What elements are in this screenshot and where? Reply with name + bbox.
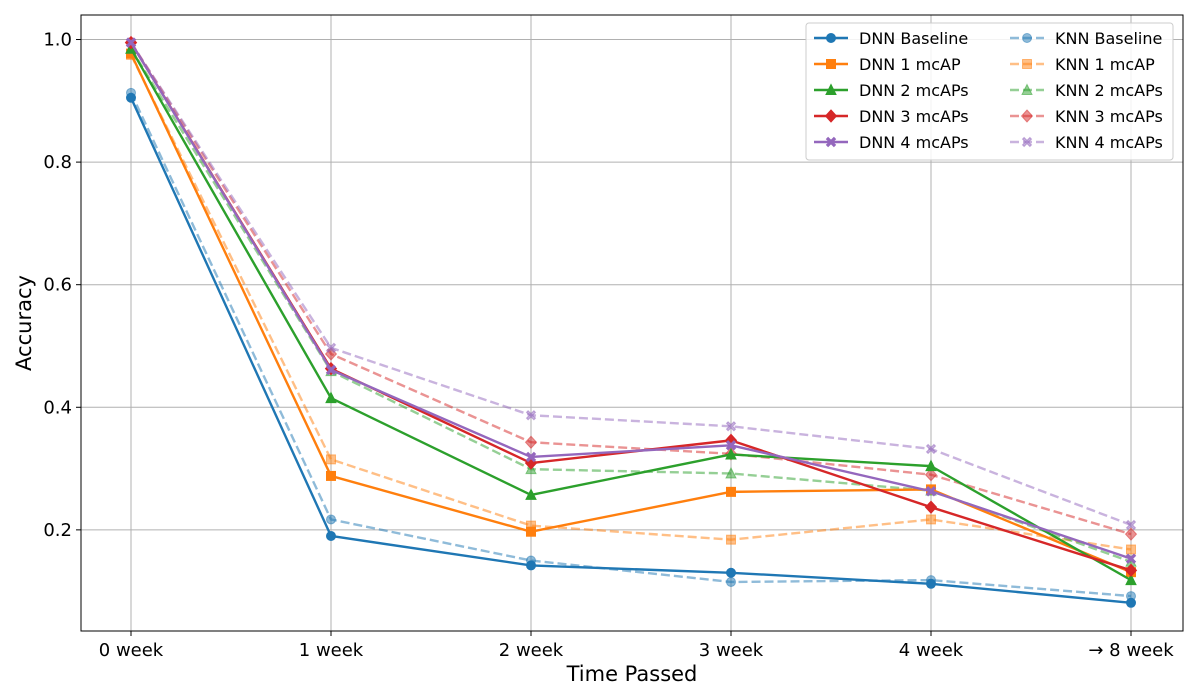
data-point bbox=[925, 459, 937, 472]
series-line bbox=[129, 92, 1132, 598]
y-tick-label: 0.8 bbox=[43, 152, 72, 173]
legend-marker bbox=[1020, 109, 1034, 123]
legend-item: KNN 1 mcAP bbox=[1010, 55, 1155, 74]
data-point bbox=[325, 364, 337, 376]
legend-label: KNN 4 mcAPs bbox=[1055, 133, 1163, 152]
data-point bbox=[1124, 527, 1138, 541]
data-point bbox=[726, 534, 736, 545]
data-point bbox=[125, 37, 137, 48]
x-tick-label: 3 week bbox=[699, 640, 764, 661]
data-point bbox=[525, 488, 537, 500]
y-tick-layer: 0.2 0.4 0.6 0.8 1.0 bbox=[43, 30, 81, 541]
series-dnn-4-mcaps bbox=[125, 37, 1137, 564]
legend-label: DNN 1 mcAP bbox=[859, 55, 961, 74]
data-point bbox=[725, 421, 737, 432]
plot-frame bbox=[80, 14, 1184, 632]
legend-label: KNN 1 mcAP bbox=[1055, 55, 1155, 74]
legend-item: KNN Baseline bbox=[1010, 29, 1162, 48]
y-tick-label: 0.2 bbox=[43, 520, 72, 541]
data-point bbox=[1126, 544, 1136, 555]
legend-marker bbox=[1021, 83, 1033, 95]
legend-marker bbox=[824, 109, 838, 123]
x-tick-label: 0 week bbox=[99, 640, 164, 661]
legend-marker bbox=[825, 83, 837, 95]
data-point bbox=[926, 514, 936, 525]
data-point bbox=[326, 530, 336, 541]
series-layer bbox=[124, 35, 1138, 608]
data-point bbox=[1125, 553, 1137, 564]
legend-item: DNN 1 mcAP bbox=[814, 55, 961, 74]
legend-label: DNN 3 mcAPs bbox=[859, 107, 969, 126]
series-line bbox=[129, 48, 1132, 582]
series-line bbox=[129, 54, 1132, 551]
series-line bbox=[129, 41, 1132, 560]
legend-label: DNN 4 mcAPs bbox=[859, 133, 969, 152]
data-point bbox=[1125, 573, 1137, 586]
x-axis-title: Time Passed bbox=[566, 662, 698, 686]
data-point bbox=[525, 410, 537, 421]
y-tick-label: 1.0 bbox=[43, 30, 72, 51]
legend-box bbox=[805, 22, 1174, 161]
y-tick-label: 0.4 bbox=[43, 397, 72, 418]
data-point bbox=[1124, 563, 1138, 578]
data-point bbox=[726, 567, 736, 578]
legend-label: KNN Baseline bbox=[1055, 29, 1162, 48]
data-point bbox=[1126, 597, 1136, 608]
data-point bbox=[725, 440, 737, 451]
data-point bbox=[526, 560, 536, 571]
legend-marker bbox=[826, 33, 836, 43]
data-point bbox=[524, 435, 538, 449]
data-point bbox=[726, 576, 736, 587]
legend: DNN Baseline DNN 1 mcAP DNN 2 mcAPs DNN 3 m… bbox=[805, 22, 1174, 161]
data-point bbox=[326, 454, 336, 465]
legend-label: DNN Baseline bbox=[859, 29, 968, 48]
data-point bbox=[325, 342, 337, 354]
legend-item: DNN 4 mcAPs bbox=[814, 133, 969, 152]
data-point bbox=[126, 92, 136, 103]
data-point bbox=[926, 578, 936, 589]
data-point bbox=[326, 470, 336, 481]
data-point bbox=[726, 486, 736, 497]
data-point bbox=[725, 466, 737, 479]
data-point bbox=[526, 526, 536, 537]
data-point bbox=[725, 447, 737, 460]
series-line bbox=[129, 41, 1132, 527]
legend-marker bbox=[1021, 136, 1033, 148]
data-point bbox=[925, 486, 937, 497]
x-tick-layer: 0 week 1 week 2 week 3 week 4 week → 8 week bbox=[99, 631, 1174, 661]
legend-item: DNN Baseline bbox=[814, 29, 968, 48]
legend-item: DNN 3 mcAPs bbox=[814, 107, 969, 126]
series-line bbox=[129, 97, 1132, 604]
data-point bbox=[925, 443, 937, 455]
x-tick-label: 4 week bbox=[899, 640, 964, 661]
data-point bbox=[326, 514, 336, 525]
legend-label: DNN 2 mcAPs bbox=[859, 81, 969, 100]
legend-label: KNN 2 mcAPs bbox=[1055, 81, 1163, 100]
legend-label: KNN 3 mcAPs bbox=[1055, 107, 1163, 126]
legend-marker bbox=[1022, 33, 1032, 43]
data-point bbox=[525, 451, 537, 463]
legend-marker bbox=[826, 59, 836, 69]
data-point bbox=[924, 467, 938, 482]
legend-item: KNN 2 mcAPs bbox=[1010, 81, 1163, 100]
series-dnn-baseline bbox=[126, 92, 1136, 608]
x-tick-label: 2 week bbox=[499, 640, 564, 661]
legend-marker bbox=[825, 136, 837, 148]
y-axis-title: Accuracy bbox=[12, 275, 36, 371]
legend-marker bbox=[1022, 59, 1032, 69]
series-dnn-2-mcaps bbox=[125, 42, 1137, 586]
data-point bbox=[924, 500, 938, 514]
legend-item: KNN 3 mcAPs bbox=[1010, 107, 1163, 126]
data-point bbox=[325, 391, 337, 404]
x-tick-label: 1 week bbox=[299, 640, 364, 661]
data-point bbox=[1125, 519, 1137, 531]
x-tick-label: → 8 week bbox=[1088, 640, 1174, 661]
y-tick-label: 0.6 bbox=[43, 275, 72, 296]
legend-item: DNN 2 mcAPs bbox=[814, 81, 969, 100]
legend-item: KNN 4 mcAPs bbox=[1010, 133, 1163, 152]
